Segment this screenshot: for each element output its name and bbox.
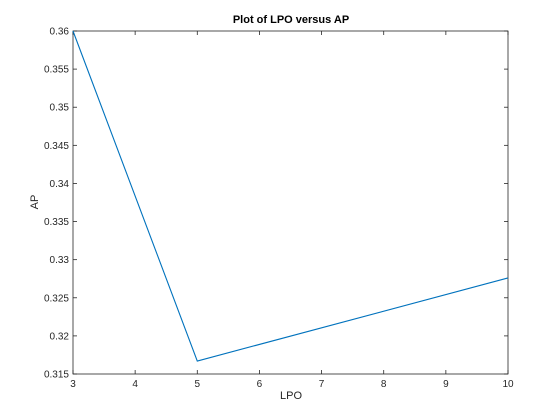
y-tick-label: 0.36 xyxy=(50,27,70,38)
x-tick-label: 7 xyxy=(319,379,325,390)
axes-box xyxy=(72,30,509,375)
y-tick-label: 0.35 xyxy=(50,103,70,114)
plot-area: 3 4 5 6 7 8 9 10 0.315 0.32 0.325 0.33 0.335 0.34 0.34… xyxy=(44,27,514,391)
y-axis-label: AP xyxy=(29,195,41,210)
y-tick-label: 0.32 xyxy=(50,331,70,342)
x-tick-label: 8 xyxy=(381,379,387,390)
x-tick-label: 5 xyxy=(195,379,201,390)
x-tick-label: 3 xyxy=(70,379,76,390)
x-tick-label: 4 xyxy=(132,379,138,390)
y-tick-label: 0.335 xyxy=(44,217,69,228)
x-axis-label: LPO xyxy=(280,390,302,402)
chart-title: Plot of LPO versus AP xyxy=(233,14,349,26)
y-tick-label: 0.355 xyxy=(44,65,69,76)
y-tick-label: 0.325 xyxy=(44,293,69,304)
y-tick-label: 0.33 xyxy=(50,255,70,266)
x-tick-label: 10 xyxy=(502,379,514,390)
y-tick-label: 0.345 xyxy=(44,141,69,152)
y-tick-label: 0.34 xyxy=(50,179,70,190)
x-tick-label: 9 xyxy=(443,379,449,390)
y-tick-label: 0.315 xyxy=(44,370,69,381)
x-tick-label: 6 xyxy=(257,379,263,390)
